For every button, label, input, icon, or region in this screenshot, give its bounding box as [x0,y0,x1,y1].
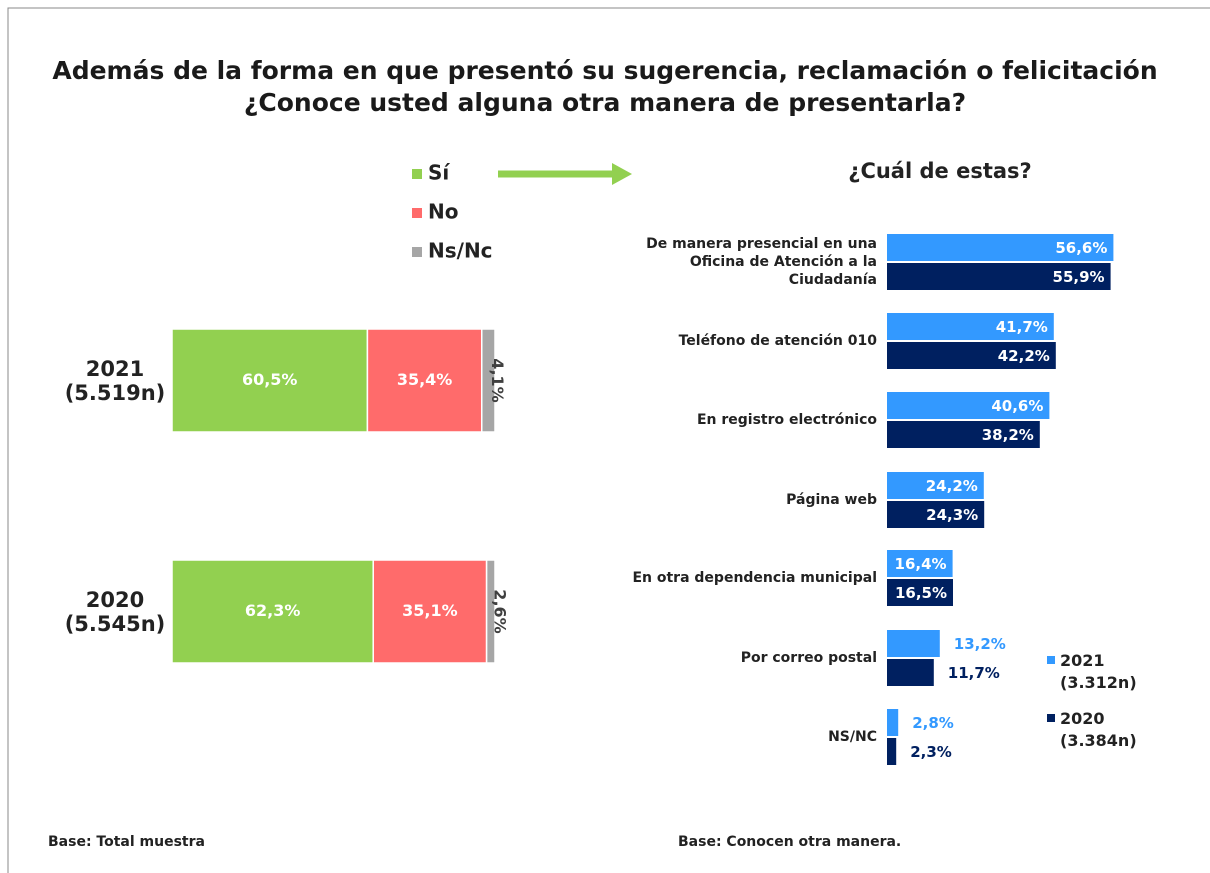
value-label: 55,9% [1053,268,1105,286]
frame [7,7,1210,873]
category-label-box: En registro electrónico [696,411,877,428]
note: Base: Total muestra [48,834,205,850]
legend-label: Sí [428,161,450,185]
category-label: NS/NC [828,728,877,745]
category-label-box: NS/NC [828,728,877,745]
category-label-box: Página web [786,491,877,508]
category-label: 2021 (5.519n) [64,356,166,405]
value-label: 16,4% [895,555,947,573]
bar [887,659,934,686]
bar [887,630,940,657]
category-label: Página web [786,491,877,508]
bar-segment [171,559,374,664]
bar [887,472,984,499]
value-label: 13,2% [954,635,1006,653]
category-label: Teléfono de atención 010 [678,332,877,349]
value-label: 2,3% [910,743,952,761]
bar [887,709,899,736]
legend-swatch [412,247,422,257]
legend-label: 2020 (3.384n) [1060,709,1137,751]
value-label: 35,4% [397,370,453,389]
legend-label-box: 2020 (3.384n) [1060,709,1137,751]
bar [887,501,985,528]
value-label: 35,1% [402,601,458,620]
value-label: 38,2% [982,426,1034,444]
value-label: 16,5% [895,584,947,602]
bar [887,263,1111,290]
bar [887,234,1114,261]
value-label: 60,5% [242,370,298,389]
category-label: En otra dependencia municipal [632,569,877,586]
category-label-box: 2020 (5.545n) [64,587,166,636]
legend-swatch [1047,714,1055,722]
bar [887,738,897,765]
category-label-box: Teléfono de atención 010 [678,332,877,349]
bar-segment [481,328,496,433]
value-label: 56,6% [1055,239,1107,257]
value-label: 11,7% [948,664,1000,682]
legend-label: 2021 (3.312n) [1060,651,1137,693]
legend-swatch [1047,656,1055,664]
value-label: 41,7% [996,318,1048,336]
value-label: 2,8% [912,714,954,732]
value-label: 24,3% [926,506,978,524]
legend-label-box: 2021 (3.312n) [1060,651,1137,693]
bar [887,579,953,606]
note: Base: Conocen otra manera. [678,834,901,850]
value-label: 24,2% [926,477,978,495]
value-label: 4,1% [488,358,507,402]
category-label: 2020 (5.545n) [64,587,166,636]
category-label: En registro electrónico [696,411,877,428]
bar-segment [366,328,483,433]
value-label: 62,3% [245,601,301,620]
legend-label: No [428,200,458,224]
category-label-box: De manera presencial en una Oficina de A… [646,235,877,289]
bar [887,421,1040,448]
category-label: Por correo postal [740,649,877,666]
bar [887,342,1056,369]
arrow-head [612,163,632,185]
category-label-box: 2021 (5.519n) [64,356,166,405]
bar-segment [372,559,488,664]
bar-segment [485,559,496,664]
chart-title: ¿Cuál de estas? [848,159,1031,183]
title: ¿Conoce usted alguna otra manera de pres… [244,88,966,117]
title: Además de la forma en que presentó su su… [52,56,1157,85]
legend-label: Ns/Nc [428,239,493,263]
bar [887,313,1054,340]
category-label-box: Por correo postal [740,649,877,666]
category-label: De manera presencial en una Oficina de A… [646,235,877,289]
bar [887,392,1050,419]
value-label: 2,6% [490,589,509,633]
value-label: 42,2% [998,347,1050,365]
legend-swatch [412,169,422,179]
legend-swatch [412,208,422,218]
value-label: 40,6% [991,397,1043,415]
bar [887,550,953,577]
category-label-box: En otra dependencia municipal [632,569,877,586]
